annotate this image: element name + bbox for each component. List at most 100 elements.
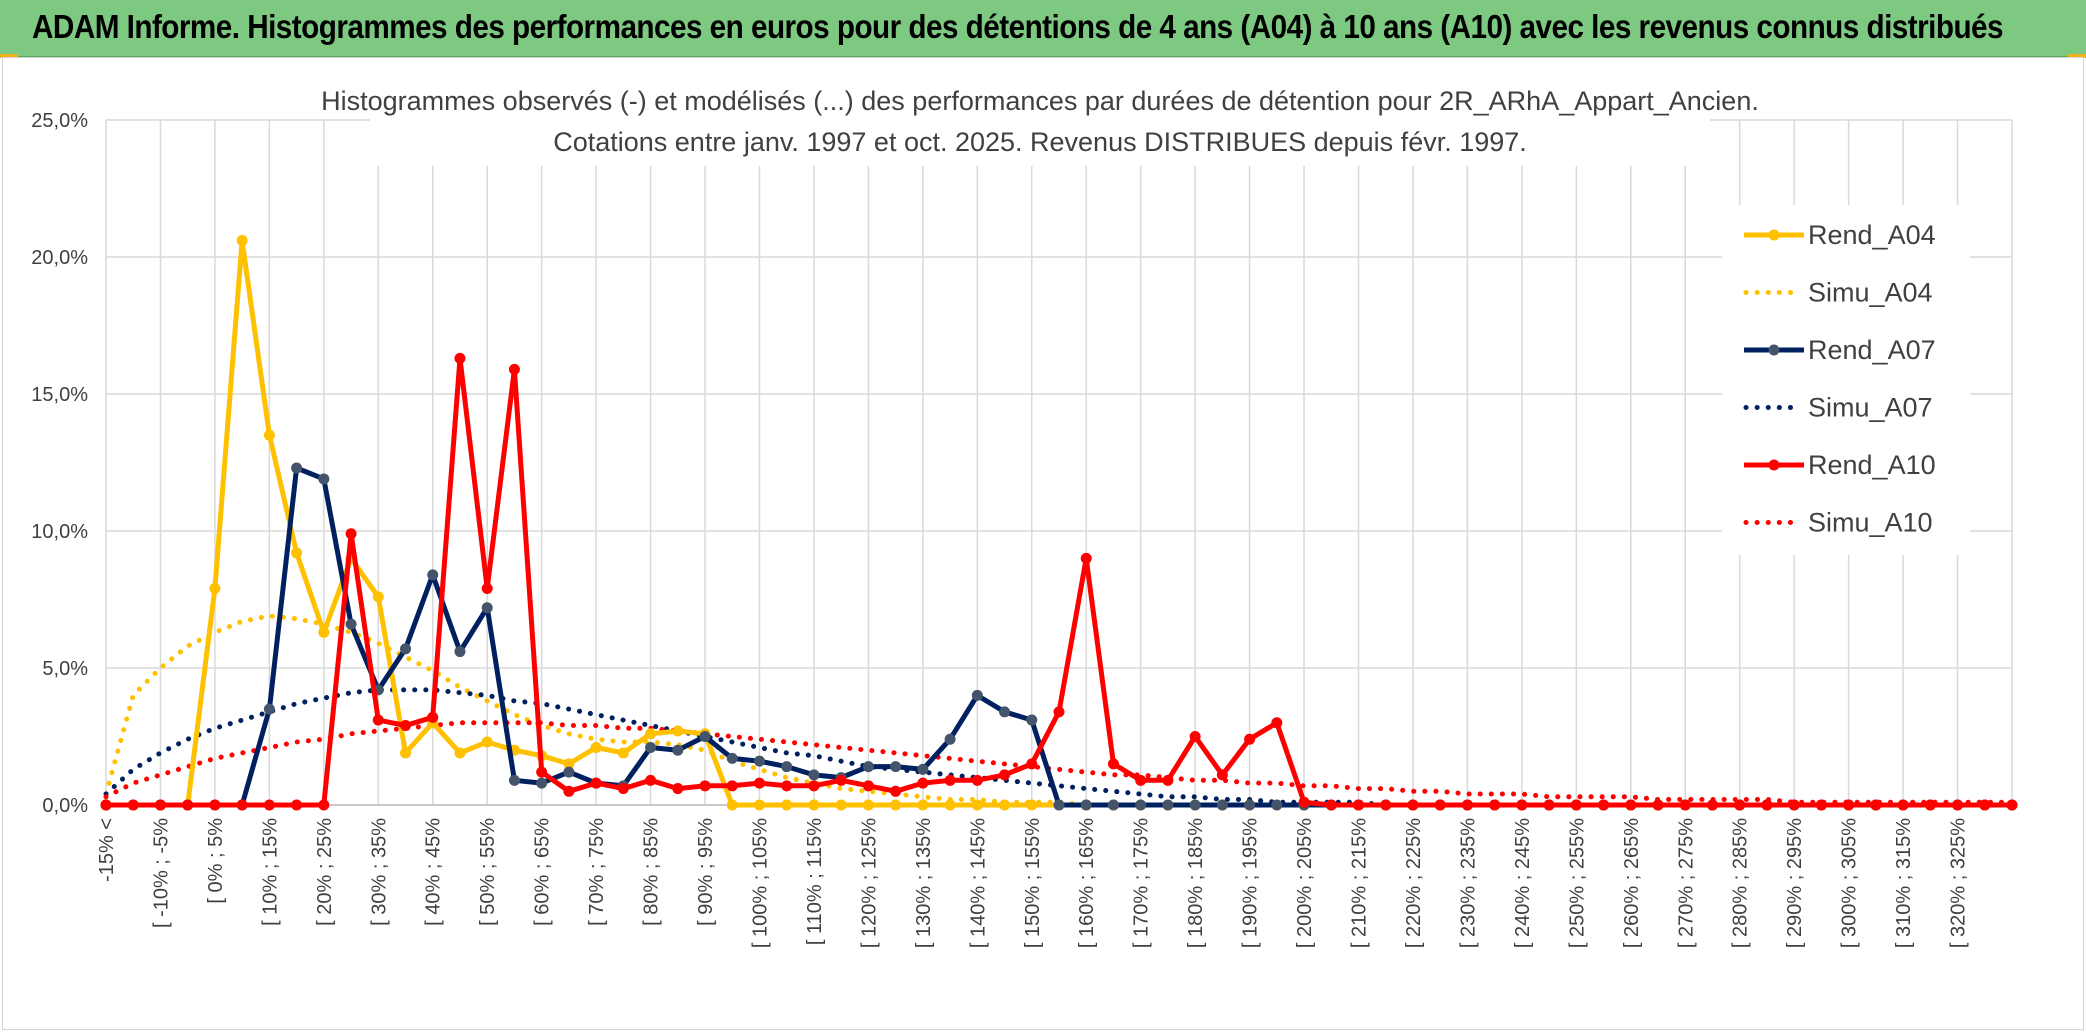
data-point-rend-a10 xyxy=(100,799,112,811)
data-point-rend-a07 xyxy=(971,689,983,701)
data-point-rend-a10 xyxy=(481,583,493,595)
data-point-rend-a07 xyxy=(536,777,548,789)
data-point-rend-a04 xyxy=(590,741,602,753)
data-point-rend-a04 xyxy=(563,758,575,770)
data-point-rend-a04 xyxy=(672,725,684,737)
data-point-rend-a04 xyxy=(263,429,275,441)
x-tick-label: [ 200% ; 205% xyxy=(1294,818,1316,948)
header-banner: ADAM Informe. Histogrammes des performan… xyxy=(0,0,2086,58)
y-tick-label: 0,0% xyxy=(42,795,88,817)
x-tick-label: [ 180% ; 185% xyxy=(1185,818,1207,948)
data-point-rend-a10 xyxy=(808,780,820,792)
data-point-rend-a10 xyxy=(1080,552,1092,564)
data-point-rend-a10 xyxy=(590,777,602,789)
data-point-rend-a10 xyxy=(291,799,303,811)
data-point-rend-a04 xyxy=(944,799,956,811)
x-tick-label: [ 210% ; 215% xyxy=(1349,818,1371,948)
data-point-rend-a07 xyxy=(672,744,684,756)
data-point-rend-a04 xyxy=(645,728,657,740)
data-point-rend-a10 xyxy=(1162,774,1174,786)
data-point-rend-a10 xyxy=(454,352,466,364)
data-point-rend-a07 xyxy=(1080,799,1092,811)
x-tick-label: [ 300% ; 305% xyxy=(1839,818,1861,948)
data-point-rend-a04 xyxy=(890,799,902,811)
legend: Rend_A04 Simu_A04 Rend_A07 Simu_A07 Rend_A10… xyxy=(1722,205,1970,555)
x-tick-label: [ 240% ; 245% xyxy=(1512,818,1534,948)
data-point-rend-a10 xyxy=(1380,799,1392,811)
legend-label-simu-a04: Simu_A04 xyxy=(1808,278,1933,308)
data-point-rend-a10 xyxy=(1734,799,1746,811)
data-point-rend-a10 xyxy=(1598,799,1610,811)
data-point-rend-a10 xyxy=(1107,758,1119,770)
data-point-rend-a10 xyxy=(1189,731,1201,742)
data-point-rend-a04 xyxy=(372,591,384,603)
data-point-rend-a04 xyxy=(781,799,793,811)
data-point-rend-a10 xyxy=(1271,717,1283,729)
data-point-rend-a07 xyxy=(1244,799,1256,811)
data-point-rend-a10 xyxy=(1516,799,1528,811)
data-point-rend-a07 xyxy=(1026,714,1038,726)
data-point-rend-a10 xyxy=(699,780,711,792)
x-tick-label: [ -10% ; -5% xyxy=(150,818,172,928)
data-point-rend-a10 xyxy=(1216,769,1228,781)
x-tick-label: [ 50% ; 55% xyxy=(477,818,499,926)
series-layer xyxy=(100,235,2018,811)
x-tick-label: [ 110% ; 115% xyxy=(804,818,826,945)
data-point-rend-a07 xyxy=(781,761,793,773)
x-tick-label: [ 70% ; 75% xyxy=(586,818,608,926)
data-point-rend-a10 xyxy=(2006,799,2018,811)
data-point-rend-a04 xyxy=(726,799,738,811)
x-tick-label: -15% < xyxy=(96,818,118,882)
data-point-rend-a07 xyxy=(699,731,711,742)
data-point-rend-a07 xyxy=(318,473,330,485)
data-point-rend-a10 xyxy=(427,711,439,723)
data-point-rend-a10 xyxy=(1625,799,1637,811)
data-point-rend-a10 xyxy=(1026,758,1038,770)
data-point-rend-a10 xyxy=(182,799,194,811)
data-point-rend-a04 xyxy=(917,799,929,811)
x-tick-label: [ 290% ; 295% xyxy=(1784,818,1806,948)
data-point-rend-a10 xyxy=(1353,799,1365,811)
data-point-rend-a07 xyxy=(862,761,874,773)
data-point-rend-a10 xyxy=(645,774,657,786)
data-point-rend-a04 xyxy=(291,547,303,559)
data-point-rend-a10 xyxy=(1897,799,1909,811)
data-point-rend-a07 xyxy=(345,618,357,630)
chart-title-line2: Cotations entre janv. 1997 et oct. 2025.… xyxy=(553,127,1527,157)
data-point-rend-a10 xyxy=(753,777,765,789)
data-point-rend-a10 xyxy=(890,785,902,797)
x-tick-label: [ 190% ; 195% xyxy=(1240,818,1262,948)
data-point-rend-a10 xyxy=(672,783,684,795)
chart-title-backdrop xyxy=(370,78,1710,166)
data-point-rend-a07 xyxy=(917,763,929,775)
data-point-rend-a10 xyxy=(1325,799,1337,811)
data-point-rend-a07 xyxy=(726,752,738,764)
data-point-rend-a10 xyxy=(318,799,330,811)
data-point-rend-a07 xyxy=(1053,799,1065,811)
data-point-rend-a07 xyxy=(481,602,493,614)
corner-accent-right xyxy=(2068,54,2086,58)
data-point-rend-a07 xyxy=(291,462,303,474)
data-point-rend-a04 xyxy=(999,799,1011,811)
data-point-rend-a10 xyxy=(1244,733,1256,745)
data-point-rend-a10 xyxy=(154,799,166,811)
page-title: ADAM Informe. Histogrammes des performan… xyxy=(32,8,2004,45)
y-tick-label: 15,0% xyxy=(31,384,88,406)
data-point-rend-a10 xyxy=(1761,799,1773,811)
data-point-rend-a10 xyxy=(236,799,248,811)
data-point-rend-a04 xyxy=(318,626,330,638)
data-point-rend-a07 xyxy=(890,761,902,773)
y-tick-label: 5,0% xyxy=(42,658,88,680)
data-point-rend-a04 xyxy=(236,235,248,247)
y-tick-label: 20,0% xyxy=(31,247,88,269)
data-point-rend-a10 xyxy=(944,774,956,786)
y-tick-label: 10,0% xyxy=(31,521,88,543)
legend-backdrop xyxy=(1722,205,1970,555)
data-point-rend-a10 xyxy=(1652,799,1664,811)
legend-label-rend-a04: Rend_A04 xyxy=(1808,220,1936,250)
data-point-rend-a10 xyxy=(1924,799,1936,811)
data-point-rend-a07 xyxy=(400,643,412,655)
data-point-rend-a10 xyxy=(1298,796,1310,808)
data-point-rend-a07 xyxy=(808,769,820,781)
data-point-rend-a04 xyxy=(400,747,412,759)
